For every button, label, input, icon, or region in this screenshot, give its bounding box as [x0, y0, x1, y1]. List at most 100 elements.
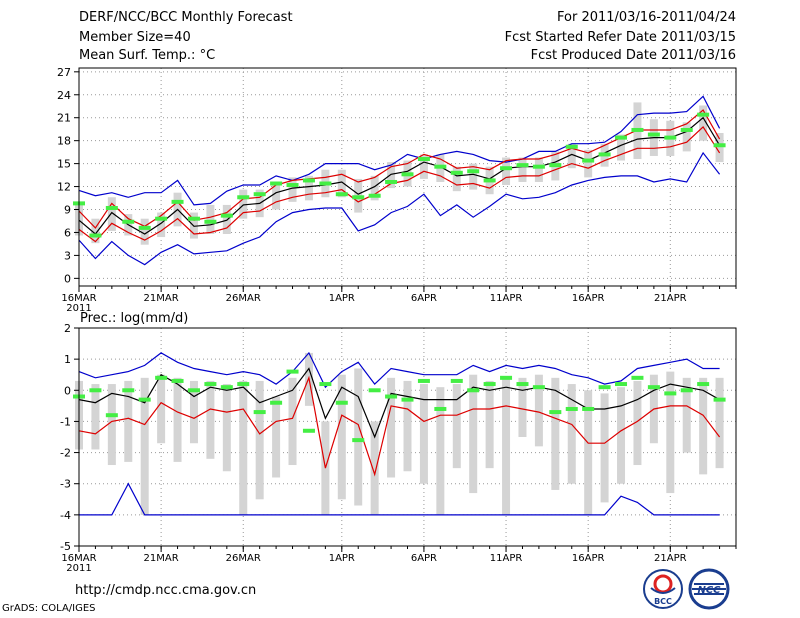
observed-marker	[220, 213, 233, 218]
observed-marker	[450, 378, 463, 383]
observed-marker	[582, 406, 595, 411]
observed-marker	[286, 369, 299, 374]
observed-marker	[352, 195, 365, 200]
observed-marker	[615, 135, 628, 140]
spread-box	[436, 387, 445, 515]
observed-marker	[467, 388, 480, 393]
y-tick-label: 27	[57, 66, 71, 79]
ncc-logo: NCC	[688, 568, 730, 610]
spread-box	[617, 134, 626, 161]
observed-marker	[417, 157, 430, 162]
member-size: Member Size=40	[79, 30, 191, 45]
observed-marker	[204, 219, 217, 224]
observed-marker	[565, 144, 578, 149]
y-tick-label: -2	[60, 447, 71, 460]
spread-box	[567, 384, 576, 484]
x-tick-label: 21APR	[654, 293, 687, 304]
observed-marker	[155, 375, 168, 380]
spread-box	[370, 175, 379, 201]
spread-box	[255, 380, 264, 500]
observed-marker	[500, 375, 513, 380]
x-tick-label: 26MAR	[226, 553, 261, 564]
observed-marker	[664, 135, 677, 140]
series-lower-envelope	[78, 151, 721, 266]
spread-box	[239, 189, 248, 219]
x-tick-label: 16APR	[572, 293, 605, 304]
chart-title: DERF/NCC/BCC Monthly Forecast	[79, 10, 293, 25]
x-tick-label: 16MAR	[61, 553, 96, 564]
x-year-label: 2011	[66, 303, 91, 314]
series-upper-envelope	[78, 351, 720, 389]
spread-box	[534, 374, 543, 447]
x-tick-label: 16MAR	[61, 293, 96, 304]
series-upper-spread	[78, 109, 721, 229]
observed-marker	[335, 400, 348, 405]
observed-marker	[319, 382, 332, 387]
x-tick-label: 11APR	[490, 293, 523, 304]
spread-box	[502, 157, 511, 186]
observed-marker	[417, 378, 430, 383]
x-year-label: 2011	[66, 563, 91, 574]
observed-marker	[582, 158, 595, 163]
spread-box	[551, 377, 560, 490]
observed-marker	[631, 375, 644, 380]
observed-marker	[270, 400, 283, 405]
observed-marker	[450, 170, 463, 175]
observed-marker	[220, 385, 233, 390]
spread-box	[288, 377, 297, 466]
y-tick-label: -5	[60, 540, 71, 553]
precip-title: Prec.: log(mm/d)	[80, 311, 188, 326]
observed-marker	[549, 410, 562, 415]
spread-box	[666, 371, 675, 494]
spread-box	[600, 393, 609, 503]
spread-box	[189, 380, 198, 444]
observed-marker	[532, 164, 545, 169]
spread-box	[354, 368, 363, 506]
x-tick-label: 6APR	[411, 293, 437, 304]
temperature-panel: 0 3 6 9 12 15 18 21 24 27 16MAR 21MAR 26MAR 1APR 6APR 1…	[57, 66, 737, 314]
observed-marker	[516, 382, 529, 387]
observed-marker	[89, 233, 102, 238]
observed-marker	[204, 382, 217, 387]
fcst-started-date: Fcst Started Refer Date 2011/03/15	[504, 30, 736, 45]
ncc-logo-text: NCC	[697, 585, 721, 596]
observed-marker	[89, 388, 102, 393]
x-tick-label: 1APR	[329, 293, 355, 304]
y-tick-label: 12	[57, 181, 71, 194]
y-tick-label: 2	[64, 322, 71, 335]
observed-marker	[401, 397, 414, 402]
series-lower-spread	[78, 375, 721, 477]
bcc-logo: BCC	[643, 569, 683, 609]
y-tick-label: 0	[64, 272, 71, 285]
series-lower-envelope	[79, 482, 720, 516]
observed-marker	[434, 164, 447, 169]
observed-marker	[680, 388, 693, 393]
spread-box	[206, 204, 215, 234]
x-tick-label: 16APR	[572, 553, 605, 564]
spread-box	[337, 374, 346, 500]
observed-marker	[598, 385, 611, 390]
observed-marker	[549, 163, 562, 168]
observed-marker	[187, 216, 200, 221]
x-tick-label: 26MAR	[226, 293, 261, 304]
observed-marker	[647, 385, 660, 390]
fcst-produced-date: Fcst Produced Date 2011/03/16	[530, 48, 736, 63]
observed-marker	[171, 199, 184, 204]
observed-marker	[483, 178, 496, 183]
spread-box	[272, 181, 281, 210]
x-tick-label: 21APR	[654, 553, 687, 564]
spread-box	[584, 390, 593, 515]
footer-url[interactable]: http://cmdp.ncc.cma.gov.cn	[75, 583, 257, 598]
observed-marker	[122, 219, 135, 224]
spread-box	[91, 384, 100, 450]
forecast-period: For 2011/03/16-2011/04/24	[557, 10, 736, 25]
observed-marker	[253, 192, 266, 197]
observed-marker	[500, 166, 513, 171]
spread-box	[107, 384, 116, 466]
observed-marker	[532, 385, 545, 390]
observed-marker	[697, 382, 710, 387]
observed-marker	[138, 225, 151, 230]
y-tick-label: 1	[64, 353, 71, 366]
spread-box	[502, 377, 511, 515]
observed-marker	[237, 195, 250, 200]
